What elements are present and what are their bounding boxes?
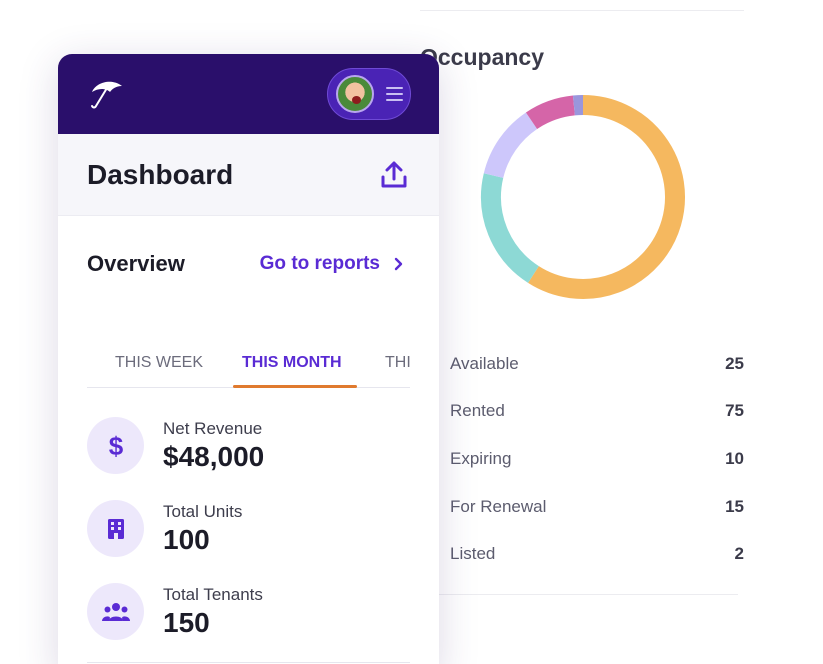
overview-title: Overview <box>87 251 185 276</box>
stat-label: Total Units <box>163 501 243 521</box>
donut-segment-rented <box>528 95 685 299</box>
stat-label: Total Tenants <box>163 584 263 604</box>
legend-item-listed: Listed 2 <box>434 530 744 578</box>
legend-label: For Renewal <box>450 496 547 516</box>
stat-net-revenue: $ Net Revenue $48,000 <box>87 404 410 487</box>
divider <box>420 10 744 11</box>
occupancy-title: Occupancy <box>420 44 544 70</box>
legend-item-for-renewal: For Renewal 15 <box>434 483 744 531</box>
legend-label: Rented <box>450 401 505 421</box>
building-icon <box>87 500 144 557</box>
mobile-dashboard: Dashboard Overview Go to reports THIS WE… <box>58 54 439 664</box>
divider <box>87 662 410 663</box>
people-icon <box>87 583 144 640</box>
tab-this-year[interactable]: THI <box>385 354 411 371</box>
stat-total-units: Total Units 100 <box>87 487 410 570</box>
chevron-right-icon <box>394 257 403 271</box>
stat-value: 150 <box>163 606 210 638</box>
divider <box>434 594 738 595</box>
hamburger-icon <box>386 87 403 101</box>
go-to-reports-link[interactable]: Go to reports <box>260 253 403 275</box>
stat-value: $48,000 <box>163 440 265 472</box>
legend-item-rented: Rented 75 <box>434 388 744 436</box>
avatar <box>336 75 374 113</box>
reports-link-label: Go to reports <box>259 253 380 274</box>
donut-segment-for-renewal <box>483 112 538 179</box>
dollar-icon: $ <box>87 417 144 474</box>
legend-value: 2 <box>734 544 744 564</box>
umbrella-icon[interactable] <box>86 76 126 112</box>
period-tabs: THIS WEEK THIS MONTH THI <box>87 312 411 388</box>
user-menu-button[interactable] <box>327 68 411 120</box>
page-title: Dashboard <box>87 158 234 190</box>
svg-text:$: $ <box>108 432 123 460</box>
legend-label: Available <box>450 353 519 373</box>
tab-this-week[interactable]: THIS WEEK <box>115 354 204 371</box>
app-header <box>58 54 439 134</box>
donut-segment-available <box>481 173 540 283</box>
legend-label: Expiring <box>450 448 512 468</box>
legend-value: 10 <box>725 448 744 468</box>
stat-label: Net Revenue <box>163 418 263 438</box>
legend-value: 75 <box>725 401 744 421</box>
upload-icon[interactable] <box>379 160 409 190</box>
overview-header: Overview Go to reports <box>58 216 439 312</box>
donut-segment-expiring <box>525 95 576 130</box>
legend-value: 15 <box>725 496 744 516</box>
stat-total-tenants: Total Tenants 150 <box>87 570 410 653</box>
occupancy-card: Occupancy Available 25 Rented 75 Expirin… <box>420 0 750 664</box>
stats-list: $ Net Revenue $48,000 <box>58 388 439 653</box>
legend-value: 25 <box>725 353 744 373</box>
occupancy-donut-chart <box>481 95 685 299</box>
tab-this-month[interactable]: THIS MONTH <box>242 354 342 371</box>
legend-item-available: Available 25 <box>434 340 744 388</box>
legend-item-expiring: Expiring 10 <box>434 435 744 483</box>
active-tab-indicator <box>233 385 357 388</box>
legend-label: Listed <box>450 544 496 564</box>
page-titlebar: Dashboard <box>58 134 439 216</box>
stat-value: 100 <box>163 523 210 555</box>
occupancy-legend: Available 25 Rented 75 Expiring 10 For R… <box>434 340 744 578</box>
